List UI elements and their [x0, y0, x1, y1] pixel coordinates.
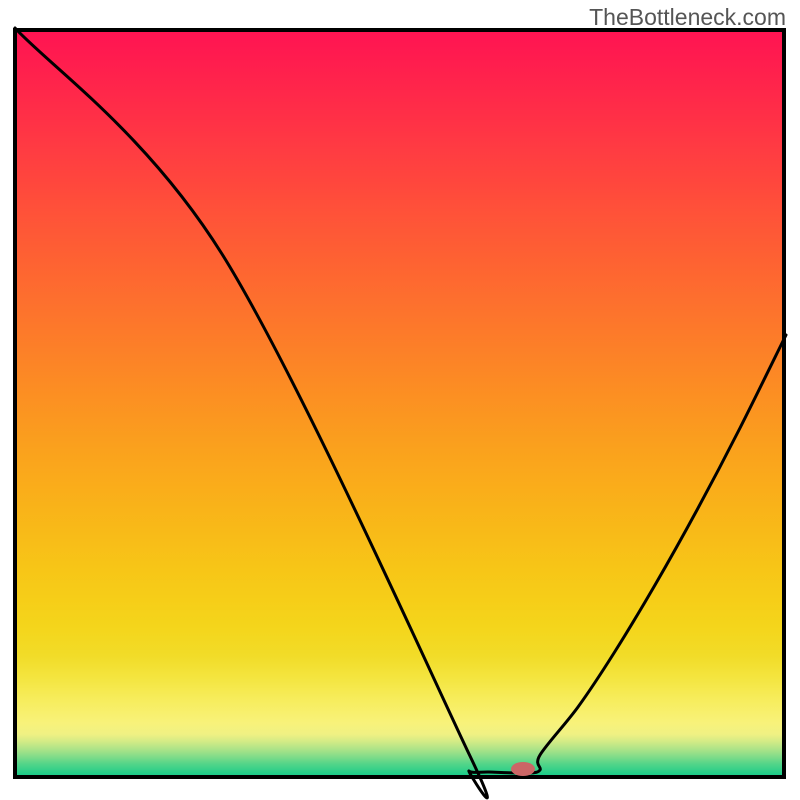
gradient-background: [17, 32, 782, 775]
watermark-text: TheBottleneck.com: [589, 4, 786, 31]
